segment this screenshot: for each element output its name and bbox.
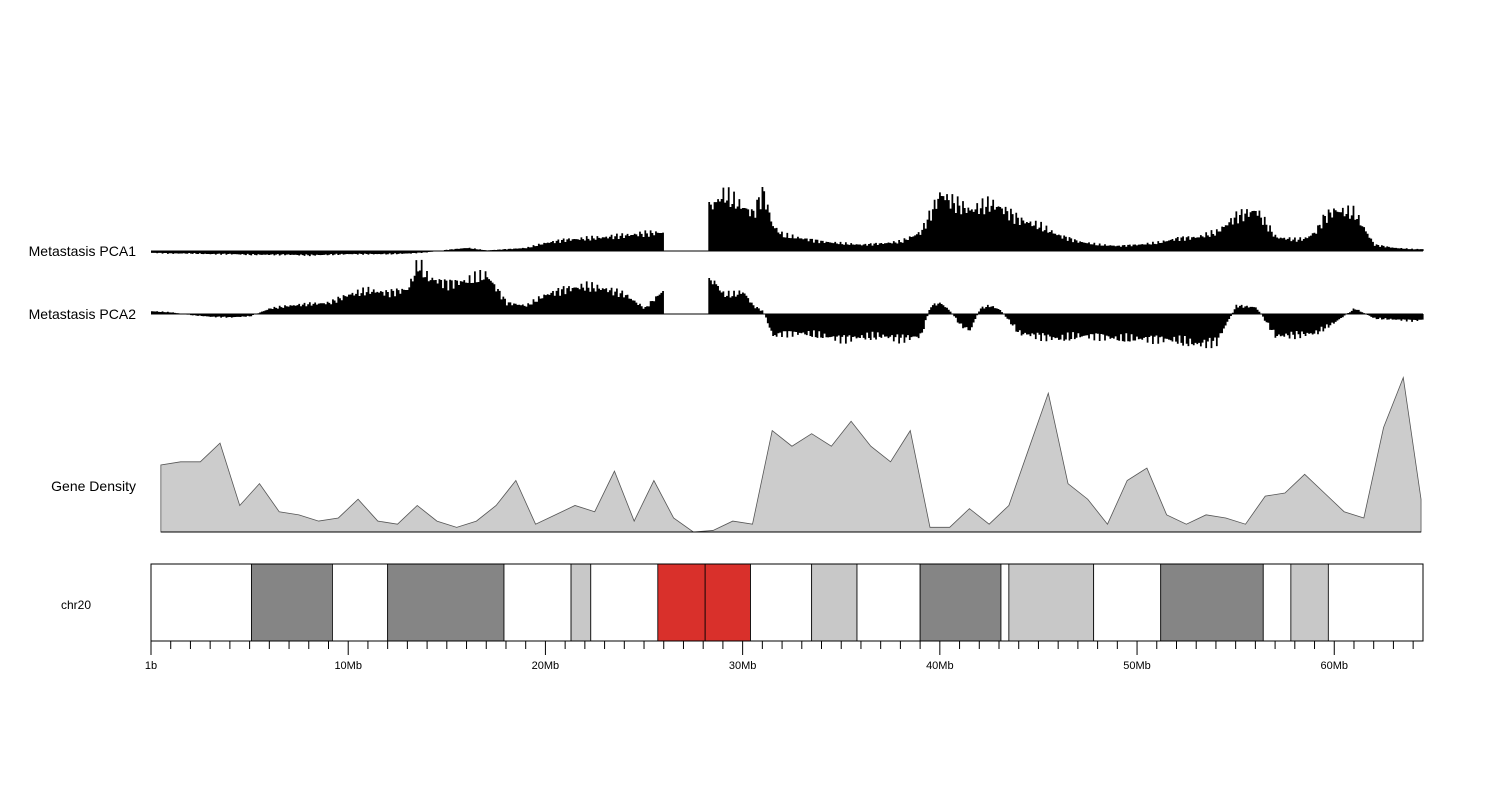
track-label-pca2: Metastasis PCA2 [29, 306, 137, 322]
x-tick-label: 50Mb [1123, 660, 1151, 672]
track-label-pca1: Metastasis PCA1 [29, 243, 137, 259]
chromosome-band-1 [251, 563, 333, 642]
pca2-series-bars [151, 259, 1424, 349]
chromosome-band-11 [856, 563, 921, 642]
chromosome-band-3 [387, 563, 505, 642]
chromosome-band-9 [750, 563, 813, 642]
chromosome-band-16 [1160, 563, 1264, 642]
pca2-track [151, 259, 1424, 349]
chromosome-ideogram [150, 563, 1424, 642]
gene-density-area [160, 376, 1422, 533]
chromosome-band-10 [811, 563, 858, 642]
chromosome-band-7 [657, 563, 706, 642]
genomic-x-axis: 1b 10Mb 20Mb 30Mb 40Mb 50Mb 60Mb [145, 641, 1414, 672]
chromosome-band-13 [1000, 563, 1010, 642]
chromosome-band-12 [919, 563, 1002, 642]
track-label-gene-density: Gene Density [51, 478, 136, 494]
x-tick-label: 20Mb [532, 660, 560, 672]
chromosome-label: chr20 [61, 598, 91, 612]
pca1-series-bars [151, 186, 1424, 257]
chromosome-band-18 [1290, 563, 1329, 642]
x-tick-label: 1b [145, 660, 157, 672]
x-tick-label: 40Mb [926, 660, 954, 672]
chromosome-band-8 [704, 563, 751, 642]
x-tick-label: 30Mb [729, 660, 757, 672]
chromosome-band-6 [590, 563, 659, 642]
gene-density-track [160, 376, 1422, 533]
x-tick-label: 60Mb [1320, 660, 1348, 672]
chromosome-outline [150, 563, 1424, 642]
chromosome-band-5 [570, 563, 592, 642]
chromosome-band-19 [1327, 563, 1424, 642]
chromosome-band-14 [1008, 563, 1095, 642]
chromosome-band-15 [1093, 563, 1162, 642]
pca1-track [151, 186, 1424, 257]
chromosome-band-17 [1262, 563, 1292, 642]
x-tick-label: 10Mb [334, 660, 362, 672]
chromosome-band-0 [150, 563, 252, 642]
chromosome-band-2 [332, 563, 389, 642]
chromosome-band-4 [503, 563, 572, 642]
